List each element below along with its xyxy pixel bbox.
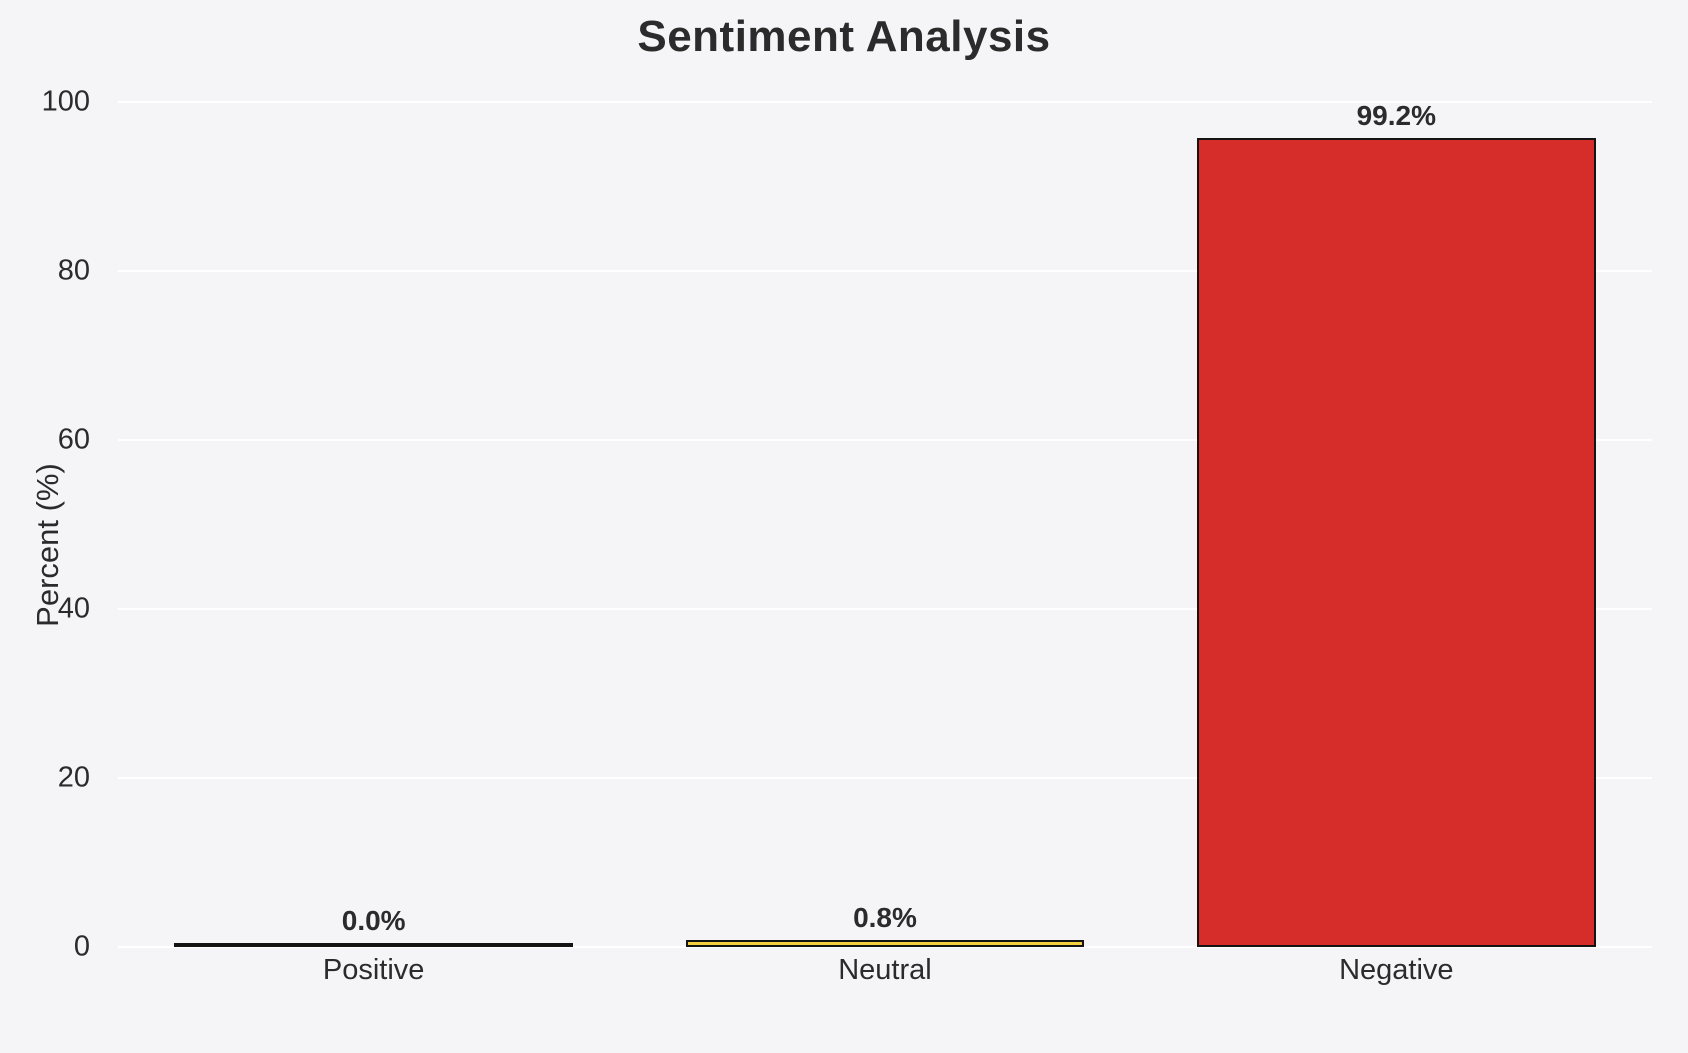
- x-tick-label-positive: Positive: [322, 954, 425, 986]
- gridline: [118, 946, 1652, 948]
- bar-positive[interactable]: [174, 943, 574, 947]
- y-tick-label: 80: [57, 254, 90, 287]
- y-tick-label: 100: [41, 85, 90, 118]
- gridline: [118, 101, 1652, 103]
- bar-value-label: 0.8%: [853, 902, 917, 934]
- gridline: [118, 777, 1652, 779]
- plot-area: 0.0% 0.8% 99.2%: [118, 101, 1652, 948]
- bar-slot-negative: 99.2%: [1141, 102, 1652, 947]
- gridline: [118, 608, 1652, 610]
- bar-value-label: 0.0%: [341, 905, 406, 936]
- y-axis-ticks: 0 20 40 60 80 100: [0, 87, 106, 961]
- gridline: [118, 270, 1652, 272]
- y-tick-label: 0: [73, 930, 90, 963]
- x-tick-label-negative: Negative: [1339, 954, 1454, 986]
- bar-slot-positive: 0.0%: [118, 102, 629, 947]
- y-tick-label: 60: [57, 423, 90, 456]
- bar-value-label: 99.2%: [1356, 100, 1437, 131]
- bars-container: 0.0% 0.8% 99.2%: [118, 102, 1652, 947]
- chart-title: Sentiment Analysis: [637, 12, 1051, 61]
- bar-negative[interactable]: [1196, 138, 1596, 947]
- bar-neutral[interactable]: [685, 940, 1085, 947]
- gridline: [118, 439, 1652, 441]
- x-tick-label-neutral: Neutral: [838, 954, 932, 986]
- y-tick-label: 40: [57, 592, 90, 625]
- bar-slot-neutral: 0.8%: [629, 102, 1140, 947]
- x-axis-labels: Positive Neutral Negative: [118, 954, 1652, 987]
- y-tick-label: 20: [57, 761, 90, 794]
